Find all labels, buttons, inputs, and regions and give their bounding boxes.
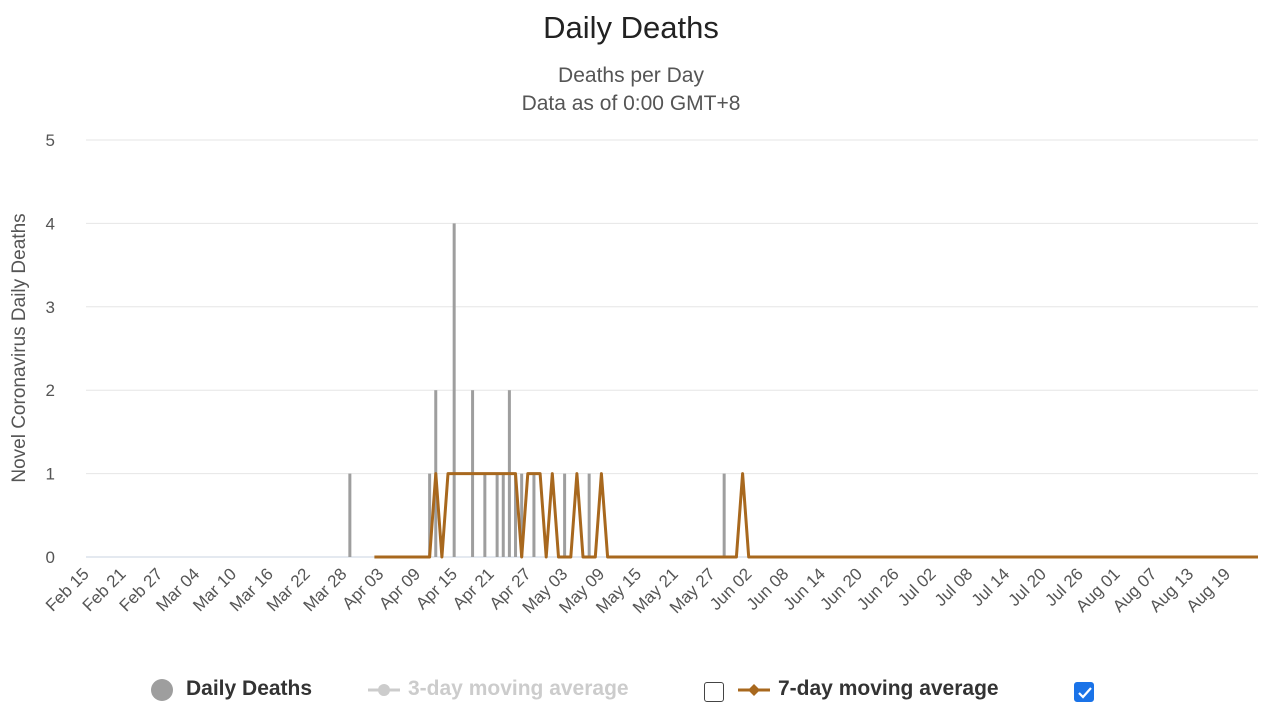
checkbox-7-day[interactable]: [1074, 682, 1094, 702]
checkmark-icon: [1078, 687, 1092, 699]
x-tick-label: Jul 20: [1005, 564, 1051, 610]
bar: [501, 473, 505, 557]
y-tick-label: 3: [46, 298, 55, 317]
y-axis-title: Novel Coronavirus Daily Deaths: [9, 213, 30, 482]
series-line-7-day: [374, 472, 1258, 559]
y-tick-label: 5: [46, 131, 55, 150]
x-tick-label: Jul 02: [894, 564, 940, 610]
legend-item-daily-deaths[interactable]: Daily Deaths: [150, 672, 312, 706]
subtitle-line-1: Deaths per Day: [558, 64, 704, 87]
bar: [495, 473, 499, 557]
bar: [722, 473, 726, 557]
chart-subtitle: Deaths per Day Data as of 0:00 GMT+8: [0, 62, 1262, 118]
checkbox-3-day[interactable]: [704, 682, 724, 702]
bar: [428, 473, 432, 557]
y-tick-label: 1: [46, 465, 55, 484]
y-tick-label: 0: [46, 548, 55, 567]
legend-label-7-day: 7-day moving average: [778, 677, 999, 700]
bar: [452, 223, 456, 557]
bar: [520, 473, 524, 557]
bar: [348, 473, 352, 557]
subtitle-line-2: Data as of 0:00 GMT+8: [521, 92, 741, 115]
legend-line-diamond-icon: [738, 684, 770, 696]
bar: [587, 473, 591, 557]
bar: [483, 473, 487, 557]
x-tick-label: Jun 26: [853, 564, 903, 614]
bar: [514, 473, 518, 557]
y-tick-label: 2: [46, 381, 55, 400]
legend-circle-icon: [151, 679, 173, 701]
x-tick-label: Jul 14: [968, 564, 1014, 610]
legend-item-7-day[interactable]: 7-day moving average: [738, 672, 999, 706]
legend-label-daily-deaths: Daily Deaths: [186, 677, 313, 700]
chart-title: Daily Deaths: [543, 10, 719, 45]
legend-label-3-day: 3-day moving average: [408, 677, 629, 700]
legend-line-dot-icon: [368, 684, 400, 696]
x-tick-label: Jul 08: [931, 564, 977, 610]
y-tick-label: 4: [46, 214, 55, 233]
legend-item-3-day[interactable]: 3-day moving average: [368, 672, 629, 706]
bar: [563, 473, 567, 557]
chart-legend: Daily Deaths 3-day moving average 7-day …: [0, 672, 1280, 712]
bar: [532, 473, 536, 557]
